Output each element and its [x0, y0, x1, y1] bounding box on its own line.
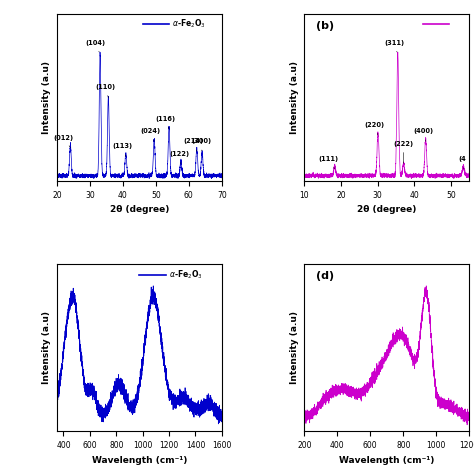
Y-axis label: Intensity (a.u): Intensity (a.u)	[290, 311, 299, 384]
Text: (b): (b)	[316, 21, 334, 31]
Text: (122): (122)	[170, 151, 190, 164]
Text: (222): (222)	[393, 141, 413, 164]
X-axis label: Wavelength (cm⁻¹): Wavelength (cm⁻¹)	[91, 456, 187, 465]
Text: (012): (012)	[54, 135, 73, 147]
Text: (400): (400)	[413, 128, 434, 141]
Y-axis label: Intensity (a.u): Intensity (a.u)	[290, 61, 299, 134]
X-axis label: Wavelength (cm⁻¹): Wavelength (cm⁻¹)	[339, 456, 435, 465]
Text: (220): (220)	[364, 122, 384, 135]
X-axis label: 2θ (degree): 2θ (degree)	[357, 205, 417, 214]
Text: $\alpha$-Fe$_2$O$_3$: $\alpha$-Fe$_2$O$_3$	[173, 18, 206, 30]
Y-axis label: Intensity (a.u): Intensity (a.u)	[42, 311, 51, 384]
X-axis label: 2θ (degree): 2θ (degree)	[109, 205, 169, 214]
Text: (111): (111)	[318, 156, 338, 169]
Text: (116): (116)	[155, 116, 176, 129]
Text: (311): (311)	[384, 40, 404, 52]
Text: (300): (300)	[191, 138, 211, 151]
Text: $\alpha$-Fe$_2$O$_3$: $\alpha$-Fe$_2$O$_3$	[169, 268, 203, 281]
Y-axis label: Intensity (a.u): Intensity (a.u)	[42, 61, 51, 134]
Text: (024): (024)	[141, 128, 161, 141]
Text: (d): (d)	[316, 271, 334, 281]
Text: (110): (110)	[96, 84, 116, 98]
Text: (104): (104)	[86, 40, 106, 52]
Text: (214): (214)	[184, 138, 204, 151]
Text: (4: (4	[459, 156, 466, 169]
Text: (113): (113)	[113, 144, 133, 156]
